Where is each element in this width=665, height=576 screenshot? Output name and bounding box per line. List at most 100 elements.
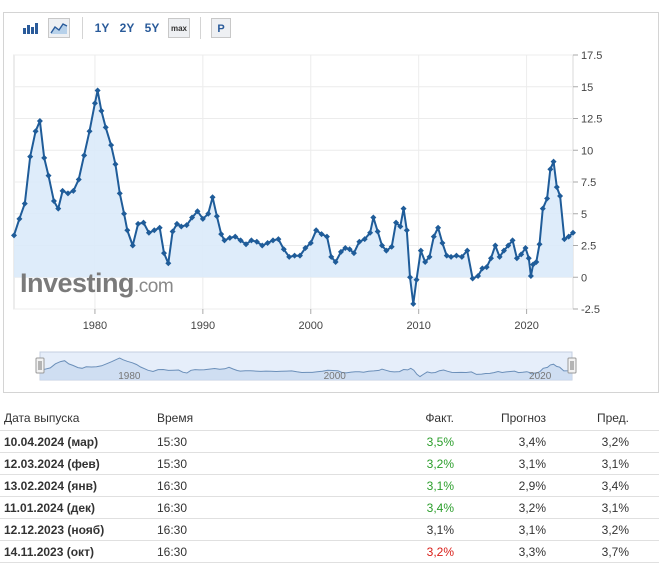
y-tick-label: 2.5 bbox=[581, 241, 596, 253]
data-point bbox=[550, 158, 557, 165]
row-actual: 3,1% bbox=[426, 479, 454, 493]
y-tick-label: 7.5 bbox=[581, 177, 596, 189]
data-point bbox=[553, 184, 560, 191]
row-previous: 3,2% bbox=[601, 523, 629, 537]
data-point bbox=[378, 242, 385, 249]
table-row: 12.03.2024 (фев) 15:30 3,2% 3,1% 3,1% bbox=[0, 453, 659, 475]
row-forecast: 3,4% bbox=[518, 435, 546, 449]
data-point bbox=[221, 237, 228, 244]
data-point bbox=[173, 220, 180, 227]
p-button[interactable]: P bbox=[211, 18, 231, 38]
data-point bbox=[269, 237, 276, 244]
data-point bbox=[448, 253, 455, 260]
data-point bbox=[426, 253, 433, 260]
data-point bbox=[487, 255, 494, 262]
data-point bbox=[332, 259, 339, 266]
data-point bbox=[397, 223, 404, 230]
data-point bbox=[86, 128, 93, 135]
row-previous: 3,2% bbox=[601, 435, 629, 449]
data-point bbox=[337, 248, 344, 255]
row-time: 15:30 bbox=[157, 435, 188, 449]
data-point bbox=[213, 213, 220, 220]
data-point bbox=[70, 187, 77, 194]
range-2y-button[interactable]: 2Y bbox=[119, 21, 135, 35]
data-point bbox=[135, 220, 142, 227]
bar-chart-icon[interactable] bbox=[20, 18, 42, 38]
data-point bbox=[547, 166, 554, 173]
data-point bbox=[178, 223, 185, 230]
range-5y-button[interactable]: 5Y bbox=[144, 21, 160, 35]
data-point bbox=[346, 246, 353, 253]
row-time: 15:30 bbox=[157, 457, 188, 471]
row-forecast: 3,3% bbox=[518, 545, 546, 559]
header-date: Дата выпуска bbox=[4, 411, 80, 425]
row-date: 12.12.2023 (нояб) bbox=[4, 523, 105, 537]
header-time: Время bbox=[157, 411, 194, 425]
data-point bbox=[112, 161, 119, 168]
data-point bbox=[161, 250, 168, 257]
row-previous: 3,1% bbox=[601, 501, 629, 515]
navigator-label: 2020 bbox=[529, 371, 552, 382]
chart-toolbar: 1Y 2Y 5Y max P bbox=[4, 13, 658, 43]
investing-watermark: Investing.com bbox=[20, 268, 174, 298]
data-point bbox=[91, 100, 98, 107]
row-previous: 3,1% bbox=[601, 457, 629, 471]
navigator-handle[interactable] bbox=[35, 357, 45, 374]
data-point bbox=[45, 172, 52, 179]
row-forecast: 3,1% bbox=[518, 457, 546, 471]
data-point bbox=[539, 205, 546, 212]
data-point bbox=[400, 205, 407, 212]
row-time: 16:30 bbox=[157, 501, 188, 515]
data-point bbox=[342, 245, 349, 252]
data-point bbox=[32, 128, 39, 135]
toolbar-separator bbox=[200, 17, 201, 39]
navigator-handle[interactable] bbox=[567, 357, 577, 374]
data-point bbox=[21, 200, 28, 207]
data-point bbox=[209, 194, 216, 201]
data-point bbox=[522, 245, 529, 252]
data-point bbox=[483, 264, 490, 271]
data-point bbox=[505, 242, 512, 249]
row-previous: 3,4% bbox=[601, 479, 629, 493]
toolbar-separator bbox=[82, 17, 83, 39]
data-point bbox=[422, 259, 429, 266]
data-point bbox=[275, 236, 282, 243]
row-date: 12.03.2024 (фев) bbox=[4, 457, 100, 471]
area-chart-icon[interactable] bbox=[48, 18, 70, 38]
data-point bbox=[443, 252, 450, 259]
table-row: 11.01.2024 (дек) 16:30 3,4% 3,2% 3,1% bbox=[0, 497, 659, 519]
data-point bbox=[108, 142, 115, 149]
data-point bbox=[226, 234, 233, 241]
data-point bbox=[374, 228, 381, 235]
x-tick-label: 2020 bbox=[514, 320, 538, 332]
data-point bbox=[27, 153, 34, 160]
data-point bbox=[11, 232, 17, 239]
navigator[interactable]: 1980 2000 2020 bbox=[35, 351, 577, 382]
data-point bbox=[121, 210, 128, 217]
range-1y-button[interactable]: 1Y bbox=[94, 21, 110, 35]
data-point bbox=[533, 259, 540, 266]
x-tick-label: 1990 bbox=[191, 320, 215, 332]
data-point bbox=[525, 255, 532, 262]
data-point bbox=[205, 210, 212, 217]
row-time: 16:30 bbox=[157, 523, 188, 537]
data-point bbox=[183, 222, 190, 229]
data-point bbox=[169, 228, 176, 235]
x-axis: 1980 1990 2000 2010 2020 bbox=[83, 309, 539, 332]
data-point bbox=[16, 215, 23, 222]
table-row: 10.04.2024 (мар) 15:30 3,5% 3,4% 3,2% bbox=[0, 431, 659, 453]
range-max-button[interactable]: max bbox=[168, 18, 190, 38]
y-tick-label: 10 bbox=[581, 145, 593, 157]
header-actual: Факт. bbox=[425, 411, 454, 425]
data-point bbox=[280, 246, 287, 253]
row-time: 16:30 bbox=[157, 479, 188, 493]
data-point bbox=[439, 239, 446, 246]
data-point bbox=[124, 227, 131, 234]
data-point bbox=[458, 253, 465, 260]
row-previous: 3,7% bbox=[601, 545, 629, 559]
data-point bbox=[75, 176, 82, 183]
y-tick-label: 15 bbox=[581, 82, 593, 94]
data-point bbox=[393, 219, 400, 226]
data-point bbox=[156, 224, 163, 231]
data-point bbox=[453, 252, 460, 259]
